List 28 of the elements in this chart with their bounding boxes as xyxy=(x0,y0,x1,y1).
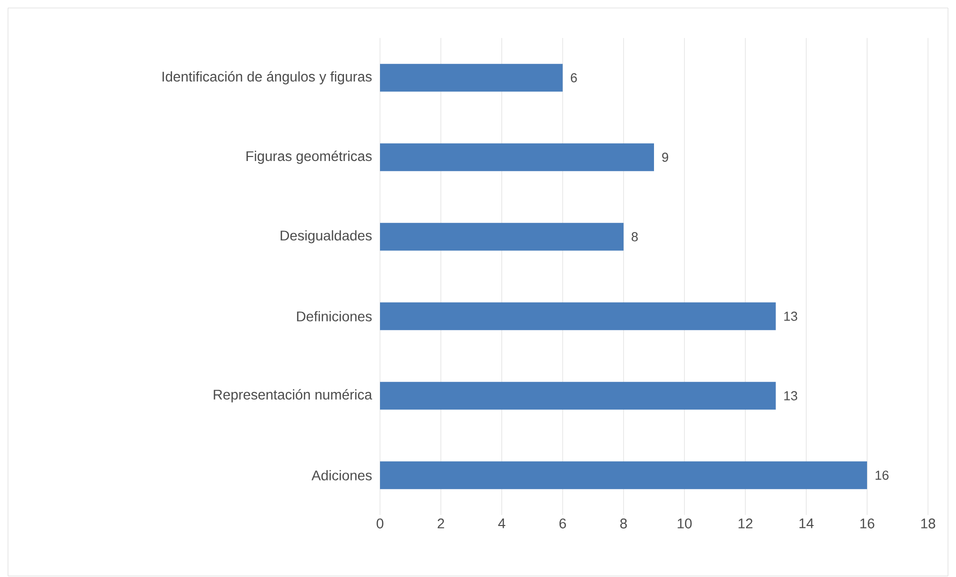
bar xyxy=(380,382,776,410)
y-tick-label: Identificación de ángulos y figuras xyxy=(162,71,372,84)
data-label: 8 xyxy=(632,232,638,242)
y-tick-label: Desigualdades xyxy=(280,230,372,244)
bar xyxy=(380,222,624,251)
x-tick-label: 4 xyxy=(498,518,506,528)
data-label: 13 xyxy=(784,391,798,400)
x-tick-label: 0 xyxy=(376,518,384,528)
bar xyxy=(380,143,654,172)
data-label: 13 xyxy=(784,312,798,321)
x-tick-label: 14 xyxy=(800,518,814,528)
y-tick-label: Adiciones xyxy=(312,470,372,480)
x-tick-label: 18 xyxy=(921,518,936,528)
x-tick-label: 6 xyxy=(559,518,566,528)
x-tick-label: 8 xyxy=(620,518,627,528)
data-label: 16 xyxy=(876,470,889,480)
y-tick-label: Representación numérica xyxy=(214,389,372,402)
data-label: 6 xyxy=(570,73,577,82)
x-tick-label: 16 xyxy=(860,518,874,528)
bar xyxy=(380,461,868,490)
y-tick-label: Figuras geométricas xyxy=(246,150,372,164)
x-tick-label: 12 xyxy=(738,518,752,528)
bar xyxy=(380,64,563,92)
data-label: 9 xyxy=(662,152,668,162)
y-tick-label: Definiciones xyxy=(297,311,372,322)
x-tick-label: 2 xyxy=(438,518,444,528)
x-tick-label: 10 xyxy=(678,518,692,528)
bar xyxy=(380,302,776,330)
